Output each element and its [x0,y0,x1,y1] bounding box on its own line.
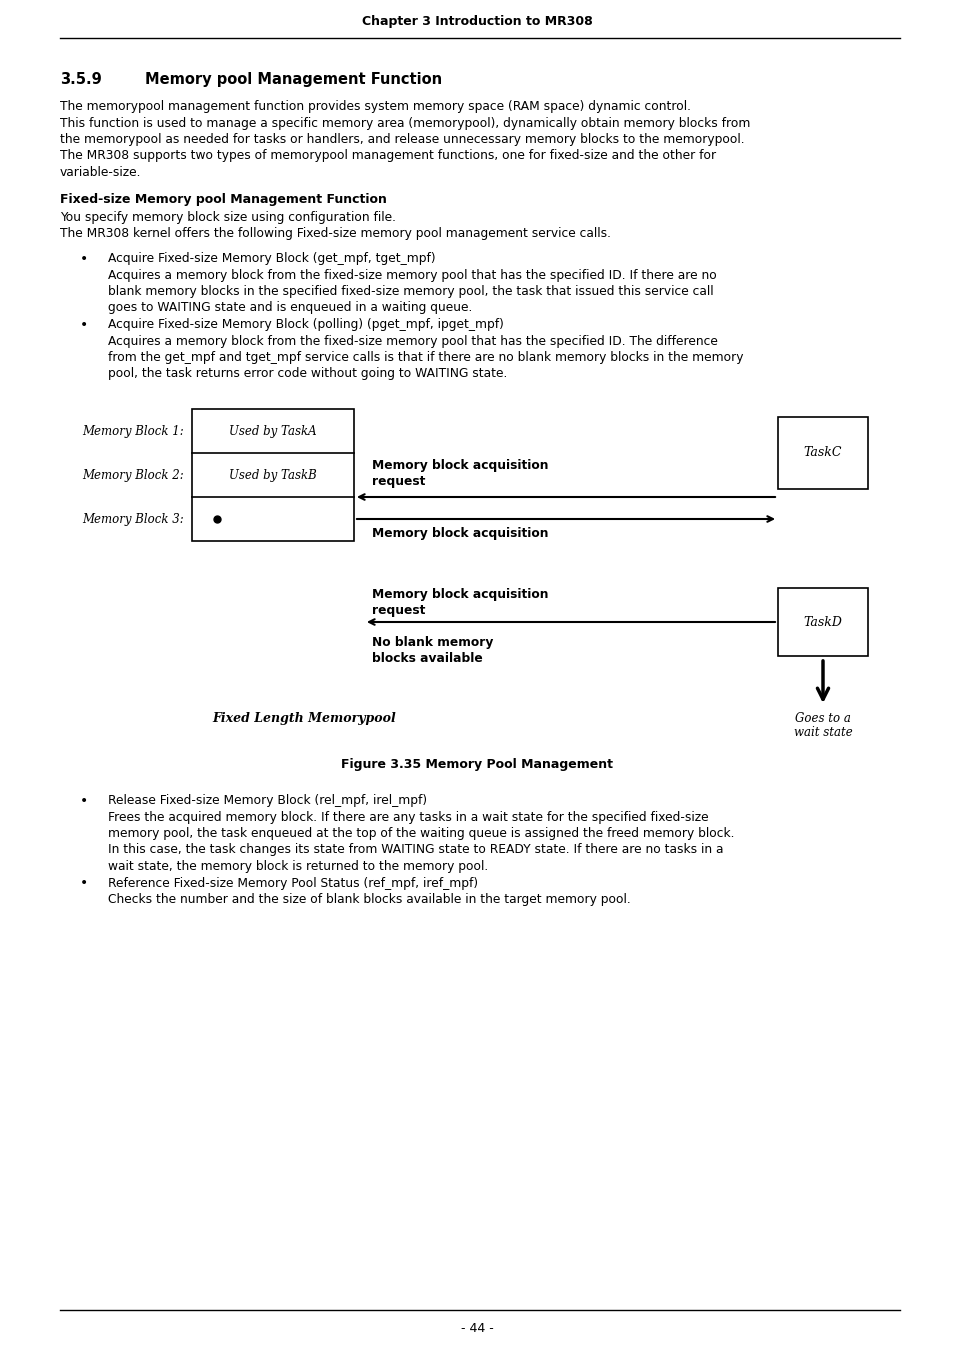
Text: pool, the task returns error code without going to WAITING state.: pool, the task returns error code withou… [108,367,507,381]
Text: Figure 3.35 Memory Pool Management: Figure 3.35 Memory Pool Management [340,758,613,771]
Text: The memorypool management function provides system memory space (RAM space) dyna: The memorypool management function provi… [60,100,690,113]
Text: •: • [80,253,89,266]
Text: Chapter 3 Introduction to MR308: Chapter 3 Introduction to MR308 [361,15,592,28]
Text: Release Fixed-size Memory Block (rel_mpf, irel_mpf): Release Fixed-size Memory Block (rel_mpf… [108,794,427,807]
Text: Memory block acquisition: Memory block acquisition [372,588,548,601]
Text: blank memory blocks in the specified fixed-size memory pool, the task that issue: blank memory blocks in the specified fix… [108,285,713,299]
Text: memory pool, the task enqueued at the top of the waiting queue is assigned the f: memory pool, the task enqueued at the to… [108,827,734,840]
Text: Acquire Fixed-size Memory Block (polling) (pget_mpf, ipget_mpf): Acquire Fixed-size Memory Block (polling… [108,317,503,331]
Text: Used by TaskB: Used by TaskB [229,469,316,481]
Text: Used by TaskA: Used by TaskA [229,424,316,438]
Text: wait state, the memory block is returned to the memory pool.: wait state, the memory block is returned… [108,861,488,873]
Text: TaskD: TaskD [802,616,841,628]
Text: wait state: wait state [793,725,851,739]
Text: request: request [372,604,425,617]
Text: This function is used to manage a specific memory area (memorypool), dynamically: This function is used to manage a specif… [60,116,750,130]
Bar [778,588,867,657]
Text: Memory Block 2:: Memory Block 2: [82,469,184,481]
Text: In this case, the task changes its state from WAITING state to READY state. If t: In this case, the task changes its state… [108,843,722,857]
Text: - 44 -: - 44 - [460,1323,493,1335]
Text: Acquires a memory block from the fixed-size memory pool that has the specified I: Acquires a memory block from the fixed-s… [108,335,717,347]
Bar [778,417,867,489]
Text: •: • [80,877,89,890]
Text: request: request [372,476,425,488]
Text: from the get_mpf and tget_mpf service calls is that if there are no blank memory: from the get_mpf and tget_mpf service ca… [108,351,742,363]
Text: •: • [80,317,89,332]
Text: Frees the acquired memory block. If there are any tasks in a wait state for the : Frees the acquired memory block. If ther… [108,811,708,824]
Text: 3.5.9: 3.5.9 [60,72,102,86]
Text: Acquire Fixed-size Memory Block (get_mpf, tget_mpf): Acquire Fixed-size Memory Block (get_mpf… [108,253,436,265]
Text: No blank memory: No blank memory [372,636,493,648]
Text: the memorypool as needed for tasks or handlers, and release unnecessary memory b: the memorypool as needed for tasks or ha… [60,132,744,146]
Text: Memory Block 1:: Memory Block 1: [82,424,184,438]
Text: The MR308 kernel offers the following Fixed-size memory pool management service : The MR308 kernel offers the following Fi… [60,227,610,240]
Text: Fixed Length Memorypool: Fixed Length Memorypool [212,712,395,725]
Text: Checks the number and the size of blank blocks available in the target memory po: Checks the number and the size of blank … [108,893,630,907]
Text: Fixed-size Memory pool Management Function: Fixed-size Memory pool Management Functi… [60,192,387,205]
Text: Memory block acquisition: Memory block acquisition [372,527,548,540]
Text: Memory pool Management Function: Memory pool Management Function [145,72,441,86]
Text: Memory block acquisition: Memory block acquisition [372,459,548,471]
Text: Memory Block 3:: Memory Block 3: [82,512,184,526]
Text: TaskC: TaskC [803,446,841,459]
Text: You specify memory block size using configuration file.: You specify memory block size using conf… [60,211,395,224]
Text: Acquires a memory block from the fixed-size memory pool that has the specified I: Acquires a memory block from the fixed-s… [108,269,716,281]
Text: variable-size.: variable-size. [60,166,141,178]
Bar [192,409,354,540]
Text: The MR308 supports two types of memorypool management functions, one for fixed-s: The MR308 supports two types of memorypo… [60,150,716,162]
Text: Reference Fixed-size Memory Pool Status (ref_mpf, iref_mpf): Reference Fixed-size Memory Pool Status … [108,877,477,889]
Text: goes to WAITING state and is enqueued in a waiting queue.: goes to WAITING state and is enqueued in… [108,301,472,315]
Text: Goes to a: Goes to a [794,712,850,725]
Text: •: • [80,794,89,808]
Text: blocks available: blocks available [372,653,482,665]
